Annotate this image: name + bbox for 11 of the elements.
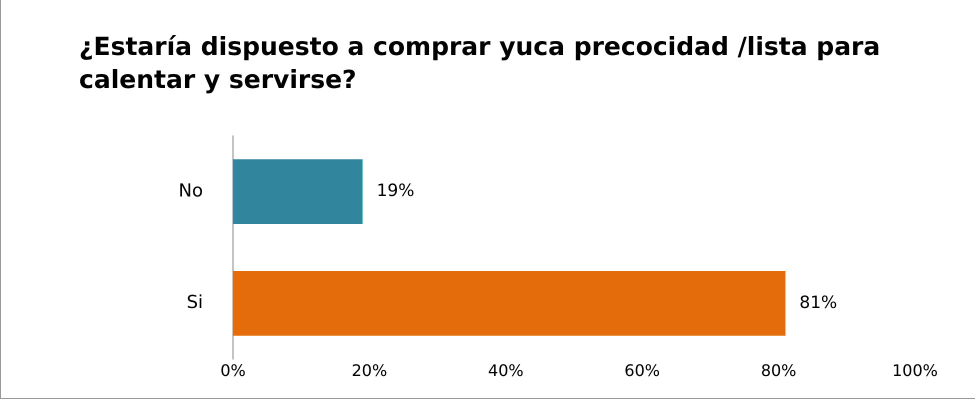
data-label: 81% (799, 292, 838, 313)
data-label: 19% (376, 181, 414, 202)
x-tick-label: 100% (892, 360, 938, 380)
x-tick-label: 60% (624, 360, 660, 380)
y-tick-label: No (178, 180, 203, 202)
chart-title: ¿Estaría dispuesto a comprar yuca precocidad /lista para calentar y servirse? (79, 31, 882, 96)
x-tick-label: 40% (488, 360, 524, 380)
y-tick-label: Si (186, 292, 203, 314)
x-tick-label: 80% (760, 360, 796, 380)
x-tick-label: 0% (220, 360, 246, 380)
x-tick-label: 20% (352, 360, 388, 380)
